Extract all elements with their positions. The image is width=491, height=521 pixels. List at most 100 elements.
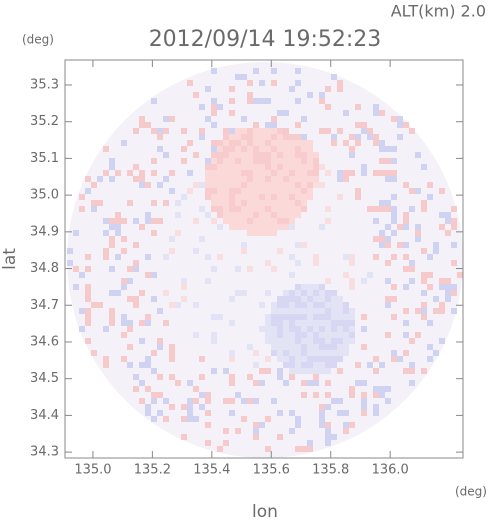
radar-cell: [373, 104, 379, 110]
radar-cell: [295, 356, 301, 362]
radar-cell: [391, 254, 397, 260]
x-axis-label: lon: [252, 502, 278, 521]
radar-cell: [223, 182, 229, 188]
radar-cell: [247, 212, 253, 218]
radar-cell: [283, 290, 289, 296]
radar-cell: [241, 170, 247, 176]
radar-cell: [289, 146, 295, 152]
radar-cell: [319, 182, 325, 188]
radar-cell: [211, 314, 217, 320]
radar-cell: [385, 170, 391, 176]
radar-cell: [451, 224, 457, 230]
radar-cell: [139, 338, 145, 344]
radar-cell: [211, 200, 217, 206]
radar-cell: [157, 146, 163, 152]
radar-cell: [313, 344, 319, 350]
radar-cell: [337, 410, 343, 416]
radar-cell: [313, 254, 319, 260]
radar-cell: [151, 98, 157, 104]
radar-cell: [427, 272, 433, 278]
radar-cell: [253, 152, 259, 158]
radar-cell: [379, 158, 385, 164]
radar-cell: [391, 230, 397, 236]
radar-cell: [223, 398, 229, 404]
radar-cell: [229, 146, 235, 152]
radar-cell: [349, 338, 355, 344]
radar-cell: [223, 140, 229, 146]
radar-cell: [199, 128, 205, 134]
radar-cell: [241, 128, 247, 134]
radar-cell: [373, 218, 379, 224]
radar-cell: [403, 308, 409, 314]
radar-cell: [439, 284, 445, 290]
y-tick-label: 34.6: [30, 334, 59, 349]
radar-cell: [451, 206, 457, 212]
radar-cell: [109, 176, 115, 182]
radar-cell: [247, 188, 253, 194]
radar-cell: [325, 368, 331, 374]
radar-cell: [139, 176, 145, 182]
radar-cell: [343, 410, 349, 416]
radar-cell: [205, 254, 211, 260]
radar-cell: [373, 170, 379, 176]
radar-cell: [331, 332, 337, 338]
radar-cell: [391, 146, 397, 152]
radar-cell: [253, 98, 259, 104]
radar-cell: [145, 182, 151, 188]
radar-cell: [307, 140, 313, 146]
radar-cell: [451, 308, 457, 314]
radar-cell: [367, 134, 373, 140]
radar-cell: [85, 176, 91, 182]
radar-cell: [289, 140, 295, 146]
radar-cell: [319, 98, 325, 104]
radar-cell: [169, 350, 175, 356]
radar-cell: [235, 152, 241, 158]
radar-cell: [277, 314, 283, 320]
radar-cell: [121, 284, 127, 290]
y-tick-label: 34.4: [30, 408, 59, 423]
radar-cell: [265, 218, 271, 224]
radar-cell: [217, 164, 223, 170]
radar-cell: [301, 356, 307, 362]
radar-cell: [127, 278, 133, 284]
radar-cell: [361, 404, 367, 410]
radar-cell: [379, 206, 385, 212]
radar-cell: [265, 368, 271, 374]
radar-field: [67, 62, 463, 458]
radar-cell: [361, 278, 367, 284]
x-tick-label: 135.8: [312, 463, 349, 478]
radar-cell: [193, 248, 199, 254]
radar-cell: [307, 284, 313, 290]
radar-cell: [343, 350, 349, 356]
radar-cell: [145, 362, 151, 368]
radar-cell: [331, 434, 337, 440]
radar-cell: [331, 140, 337, 146]
radar-cell: [289, 428, 295, 434]
radar-cell: [289, 212, 295, 218]
radar-cell: [295, 368, 301, 374]
radar-cell: [433, 350, 439, 356]
radar-cell: [361, 380, 367, 386]
radar-cell: [319, 290, 325, 296]
radar-cell: [355, 380, 361, 386]
radar-cell: [277, 218, 283, 224]
radar-cell: [325, 422, 331, 428]
radar-cell: [403, 254, 409, 260]
radar-cell: [187, 398, 193, 404]
radar-cell: [235, 206, 241, 212]
radar-cell: [211, 338, 217, 344]
radar-cell: [97, 200, 103, 206]
radar-cell: [277, 152, 283, 158]
radar-cell: [385, 200, 391, 206]
radar-cell: [301, 200, 307, 206]
radar-cell: [241, 164, 247, 170]
radar-cell: [319, 326, 325, 332]
radar-cell: [253, 170, 259, 176]
radar-cell: [349, 152, 355, 158]
radar-cell: [217, 140, 223, 146]
radar-cell: [217, 194, 223, 200]
radar-cell: [259, 98, 265, 104]
radar-cell: [277, 320, 283, 326]
radar-cell: [169, 302, 175, 308]
radar-cell: [301, 116, 307, 122]
